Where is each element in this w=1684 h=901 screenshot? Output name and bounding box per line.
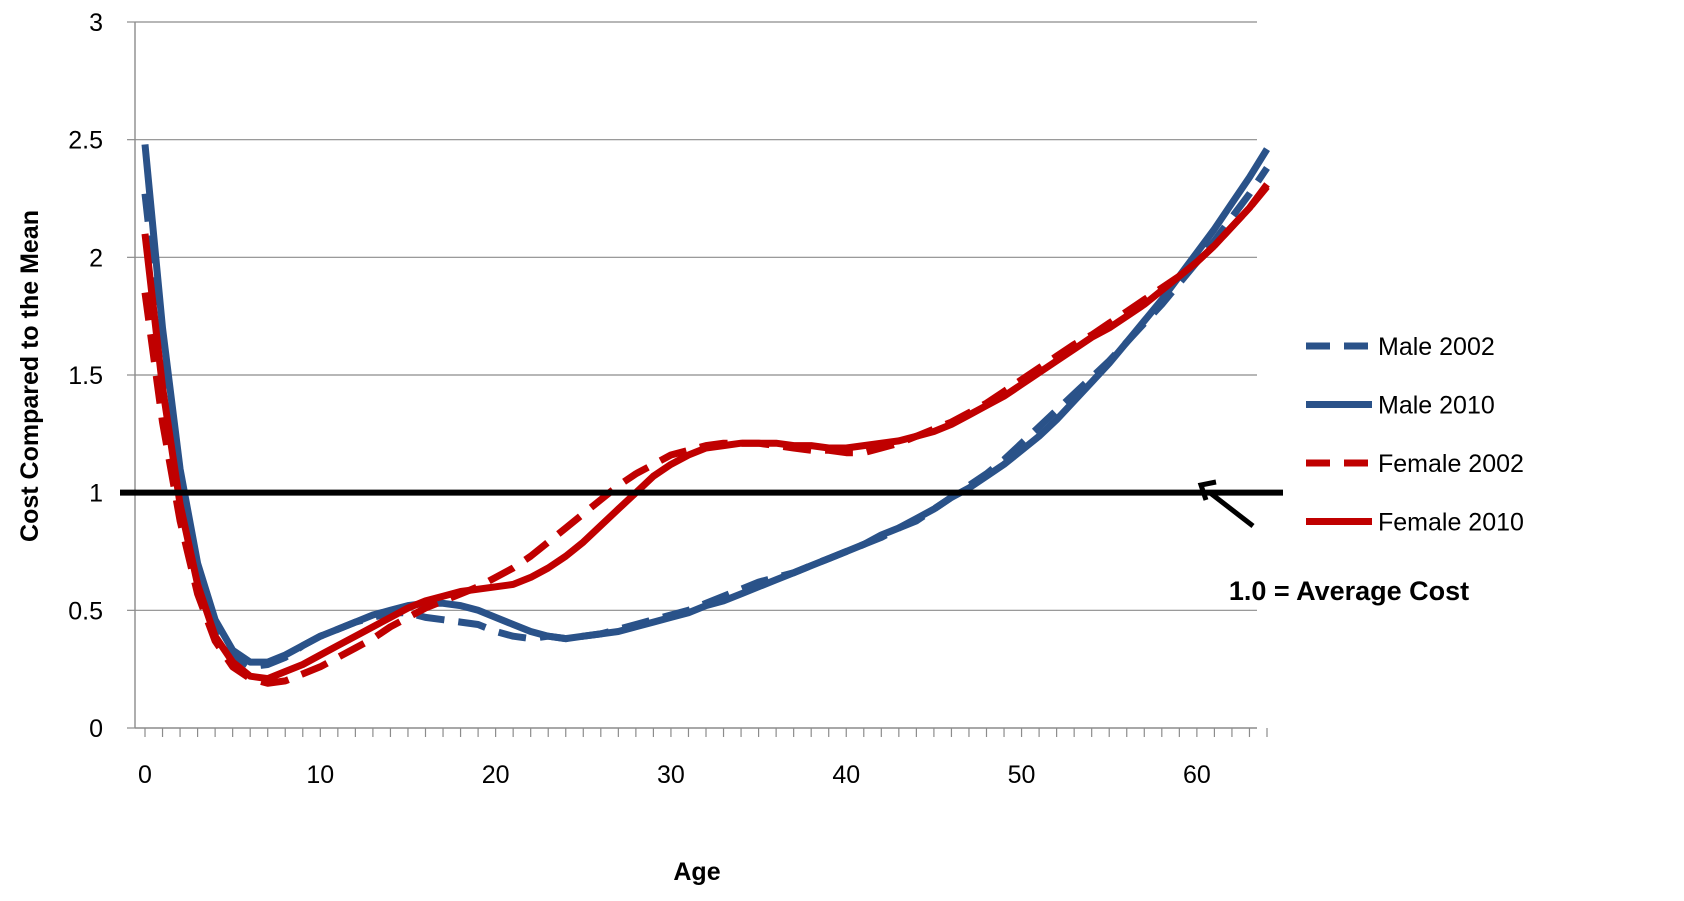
y-axis-title: Cost Compared to the Mean bbox=[16, 210, 44, 542]
x-tick-label: 50 bbox=[1008, 761, 1036, 789]
x-tick-label: 60 bbox=[1183, 761, 1211, 789]
x-tick-label: 20 bbox=[482, 761, 510, 789]
y-tick-label: 3 bbox=[89, 9, 103, 37]
series-line-male-2010 bbox=[141, 144, 1270, 666]
annotation-arrow-shaft bbox=[1207, 490, 1255, 528]
gridlines bbox=[135, 21, 1257, 611]
y-tick-label: 1 bbox=[89, 480, 103, 508]
legend-label: Male 2002 bbox=[1378, 333, 1495, 361]
y-tick-label: 2 bbox=[89, 244, 103, 272]
y-tick-label: 2.5 bbox=[68, 127, 103, 155]
legend-label: Female 2010 bbox=[1378, 509, 1524, 537]
series-line-female-2010 bbox=[141, 182, 1270, 683]
annotation-text: 1.0 = Average Cost bbox=[1229, 576, 1469, 606]
x-tick-label: 30 bbox=[657, 761, 685, 789]
series-line-male-2002 bbox=[141, 165, 1270, 671]
axes: 00.511.522.530 10 20 30 40 50 60 bbox=[68, 9, 1268, 789]
annotation-group: 1.0 = Average Cost bbox=[1197, 479, 1469, 606]
annotation-arrow-head bbox=[1197, 479, 1217, 501]
y-tick-label: 0.5 bbox=[68, 597, 103, 625]
x-tick-label: 40 bbox=[832, 761, 860, 789]
legend-label: Female 2002 bbox=[1378, 450, 1524, 478]
x-axis-title: Age bbox=[673, 858, 720, 886]
legend: Male 2002 Male 2010 Female 2002 Female 2010 bbox=[1306, 333, 1524, 537]
x-tick-label: 0 bbox=[138, 761, 152, 789]
legend-label: Male 2010 bbox=[1378, 392, 1495, 420]
y-tick-label: 1.5 bbox=[68, 362, 103, 390]
data-series bbox=[141, 144, 1270, 687]
y-tick-label: 0 bbox=[89, 715, 103, 743]
x-tick-label: 10 bbox=[306, 761, 334, 789]
